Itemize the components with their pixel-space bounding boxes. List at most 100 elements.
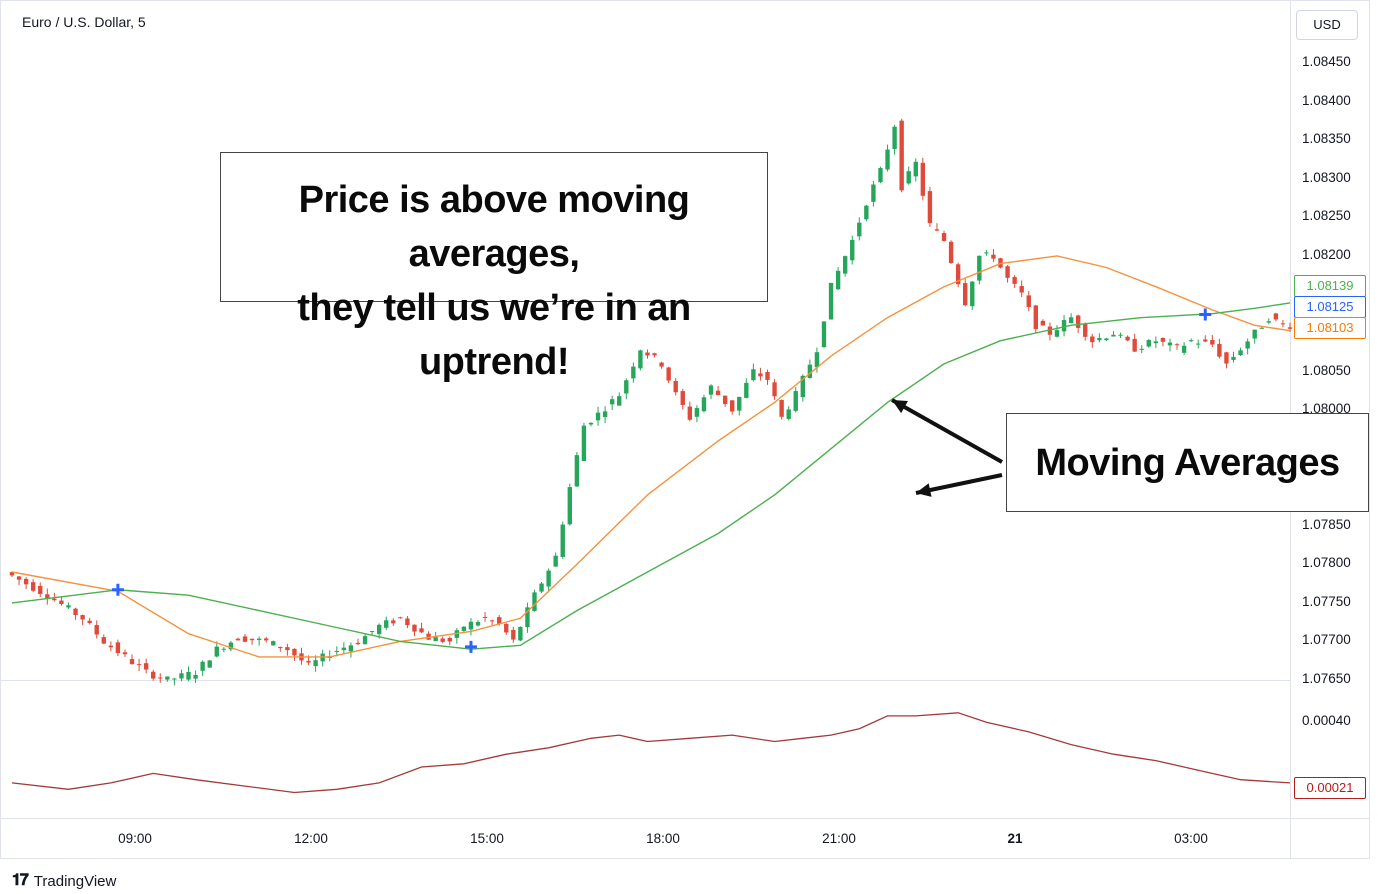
candle-body xyxy=(955,264,961,285)
candle-body xyxy=(518,626,523,641)
candle-body xyxy=(1188,340,1194,342)
indicator-tick-label: 0.00040 xyxy=(1302,713,1351,729)
candle-body xyxy=(405,618,410,626)
candle-body xyxy=(249,638,255,641)
slow-ma-line xyxy=(11,302,1291,650)
candle-body xyxy=(609,399,615,405)
price-tag-indicator: 0.00021 xyxy=(1294,777,1366,799)
tradingview-logo[interactable]: 𝟏𝟕 TradingView xyxy=(12,872,116,890)
candle-body xyxy=(638,350,643,369)
candle-body xyxy=(920,162,926,196)
candle-body xyxy=(1040,320,1046,326)
candle-body xyxy=(447,638,452,642)
candle-body xyxy=(708,385,714,395)
candle-body xyxy=(108,645,114,648)
candle-body xyxy=(136,664,142,666)
candle-body xyxy=(715,390,721,396)
candle-body xyxy=(652,353,657,356)
candle-body xyxy=(468,621,474,630)
candle-body xyxy=(278,646,283,649)
candle-body xyxy=(631,366,636,379)
candle-body xyxy=(1146,340,1151,347)
candle-body xyxy=(595,412,601,421)
candle-body xyxy=(680,391,685,405)
candle-body xyxy=(842,256,848,274)
candle-body xyxy=(1033,305,1039,330)
price-tick-label: 1.08450 xyxy=(1302,54,1351,70)
candle-body xyxy=(87,620,92,624)
time-tick-label: 09:00 xyxy=(118,831,152,846)
candle-body xyxy=(221,648,227,650)
candle-body xyxy=(334,650,339,652)
candle-body xyxy=(948,241,954,263)
candle-body xyxy=(1280,323,1286,325)
candle-body xyxy=(1160,337,1166,342)
candle-body xyxy=(1019,286,1024,293)
candle-body xyxy=(539,583,544,592)
candle-body xyxy=(525,607,530,628)
candle-body xyxy=(292,648,297,656)
candle-body xyxy=(306,660,311,663)
candle-body xyxy=(970,281,975,307)
fast-ma-line xyxy=(11,255,1291,658)
candle-body xyxy=(1167,342,1173,346)
candle-body xyxy=(687,406,693,420)
candle-body xyxy=(1132,338,1137,352)
candle-body xyxy=(313,660,318,667)
candle-body xyxy=(1061,320,1067,332)
price-tick-label: 1.07800 xyxy=(1302,555,1351,571)
candle-body xyxy=(1238,350,1243,356)
annotation-arrow-head xyxy=(892,400,908,414)
candle-body xyxy=(560,524,565,557)
candle-body xyxy=(1083,323,1088,337)
candle-body xyxy=(701,397,707,412)
candle-body xyxy=(835,270,841,290)
candle-body xyxy=(482,616,488,618)
time-tick-label: 12:00 xyxy=(294,831,328,846)
annotation-uptrend-line1: Price is above moving averages, xyxy=(298,179,690,275)
time-tick-label: 03:00 xyxy=(1174,831,1208,846)
time-tick-label: 21:00 xyxy=(822,831,856,846)
candle-body xyxy=(1210,339,1215,345)
tradingview-logo-text: TradingView xyxy=(33,872,117,890)
candle-body xyxy=(1287,327,1293,329)
candle-body xyxy=(45,594,50,599)
candle-body xyxy=(553,555,558,567)
candle-body xyxy=(659,362,664,367)
candle-body xyxy=(828,282,834,320)
price-tick-label: 1.07700 xyxy=(1302,632,1351,648)
candle-body xyxy=(885,149,890,170)
candle-body xyxy=(934,229,940,231)
candle-body xyxy=(391,620,396,624)
candle-body xyxy=(984,252,989,254)
candle-body xyxy=(588,422,594,425)
candle-body xyxy=(1174,344,1180,346)
candle-body xyxy=(165,676,170,680)
candle-body xyxy=(602,411,608,418)
candle-body xyxy=(242,636,248,642)
candle-body xyxy=(172,678,177,680)
candle-body xyxy=(581,425,587,462)
candle-body xyxy=(744,382,749,398)
candle-body xyxy=(369,631,375,633)
candle-body xyxy=(263,638,269,641)
candle-body xyxy=(737,396,742,411)
candle-body xyxy=(821,321,827,348)
candle-body xyxy=(574,455,580,487)
candle-body xyxy=(1075,315,1081,328)
annotation-arrow-shaft xyxy=(891,398,1003,464)
candle-body xyxy=(504,623,509,633)
candle-body xyxy=(1068,317,1074,323)
candle-body xyxy=(864,205,869,220)
price-tick-label: 1.08200 xyxy=(1302,246,1351,262)
candle-body xyxy=(857,222,862,237)
candle-body xyxy=(645,352,650,356)
currency-selector[interactable]: USD xyxy=(1296,10,1358,40)
price-tag-last: 1.08125 xyxy=(1294,296,1366,318)
candle-body xyxy=(1090,336,1095,343)
candle-body xyxy=(30,582,36,591)
candle-body xyxy=(991,254,996,259)
candle-body xyxy=(1026,295,1031,307)
